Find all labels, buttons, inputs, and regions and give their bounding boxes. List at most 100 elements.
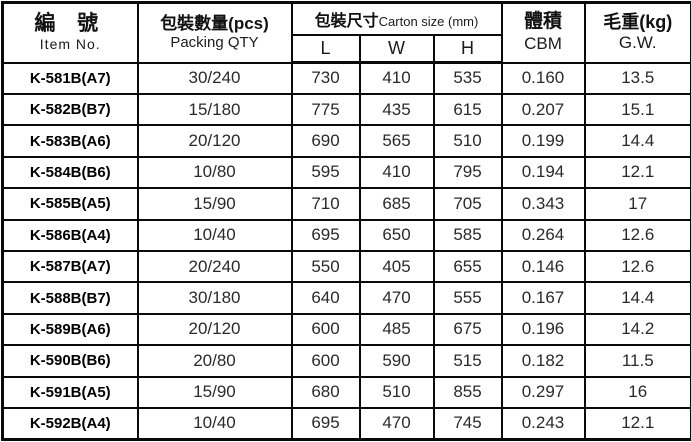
header-col-l: L xyxy=(290,33,361,64)
width-cell: 510 xyxy=(358,375,435,409)
header-gw: 毛重(kg) G.W. xyxy=(583,1,691,64)
table-row: K-591B(A5) 15/90 680 510 855 0.297 16 xyxy=(1,375,691,409)
length-cell: 640 xyxy=(290,281,361,315)
header-carton-size: 包裝尺寸Carton size (mm) xyxy=(290,1,503,36)
header-cbm-en: CBM xyxy=(524,33,562,53)
cbm-cell: 0.199 xyxy=(500,124,586,158)
packing-qty-cell: 15/90 xyxy=(136,375,293,409)
gw-cell: 12.1 xyxy=(583,406,691,441)
table-row: K-590B(B6) 20/80 600 590 515 0.182 11.5 xyxy=(1,344,691,378)
gw-cell: 12.1 xyxy=(583,155,691,190)
height-cell: 515 xyxy=(432,344,503,378)
cbm-cell: 0.160 xyxy=(500,61,586,95)
item-no-cell: K-583B(A6) xyxy=(1,124,139,158)
item-no-cell: K-581B(A7) xyxy=(1,61,139,95)
table-row: K-584B(B6) 10/80 595 410 795 0.194 12.1 xyxy=(1,155,691,190)
table-row: K-581B(A7) 30/240 730 410 535 0.160 13.5 xyxy=(1,61,691,95)
width-cell: 565 xyxy=(358,124,435,158)
width-cell: 685 xyxy=(358,187,435,221)
length-cell: 690 xyxy=(290,124,361,158)
header-col-h: H xyxy=(432,33,503,64)
height-cell: 795 xyxy=(432,155,503,190)
cbm-cell: 0.146 xyxy=(500,249,586,284)
table-row: K-589B(A6) 20/120 600 485 675 0.196 14.2 xyxy=(1,312,691,347)
header-col-w: W xyxy=(358,33,435,64)
width-cell: 485 xyxy=(358,312,435,347)
gw-cell: 14.4 xyxy=(583,281,691,315)
width-cell: 405 xyxy=(358,249,435,284)
width-cell: 435 xyxy=(358,92,435,127)
packing-qty-cell: 10/40 xyxy=(136,406,293,441)
cbm-cell: 0.182 xyxy=(500,344,586,378)
length-cell: 775 xyxy=(290,92,361,127)
header-item-no-zh: 編 號 xyxy=(34,12,107,36)
table-row: K-586B(A4) 10/40 695 650 585 0.264 12.6 xyxy=(1,218,691,252)
header-cbm: 體積 CBM xyxy=(500,1,586,64)
item-no-cell: K-592B(A4) xyxy=(1,406,139,441)
packing-qty-cell: 15/180 xyxy=(136,92,293,127)
item-no-cell: K-589B(A6) xyxy=(1,312,139,347)
header-item-no: 編 號 Item No. xyxy=(1,1,139,64)
height-cell: 615 xyxy=(432,92,503,127)
table-row: K-587B(A7) 20/240 550 405 655 0.146 12.6 xyxy=(1,249,691,284)
item-no-cell: K-588B(B7) xyxy=(1,281,139,315)
height-cell: 675 xyxy=(432,312,503,347)
header-packing-qty-zh: 包裝數量(pcs) xyxy=(160,13,269,33)
gw-cell: 14.4 xyxy=(583,124,691,158)
height-cell: 535 xyxy=(432,61,503,95)
length-cell: 710 xyxy=(290,187,361,221)
packing-qty-cell: 20/80 xyxy=(136,344,293,378)
cbm-cell: 0.264 xyxy=(500,218,586,252)
table-row: K-588B(B7) 30/180 640 470 555 0.167 14.4 xyxy=(1,281,691,315)
height-cell: 655 xyxy=(432,249,503,284)
packing-qty-cell: 20/120 xyxy=(136,312,293,347)
item-no-cell: K-582B(B7) xyxy=(1,92,139,127)
header-packing-qty-en: Packing QTY xyxy=(170,33,259,51)
width-cell: 470 xyxy=(358,281,435,315)
gw-cell: 17 xyxy=(583,187,691,221)
packing-qty-cell: 30/240 xyxy=(136,61,293,95)
cbm-cell: 0.207 xyxy=(500,92,586,127)
width-cell: 410 xyxy=(358,155,435,190)
length-cell: 695 xyxy=(290,406,361,441)
gw-cell: 11.5 xyxy=(583,344,691,378)
gw-cell: 15.1 xyxy=(583,92,691,127)
height-cell: 555 xyxy=(432,281,503,315)
header-gw-zh: 毛重(kg) xyxy=(603,11,673,32)
header-carton-size-zh: 包裝尺寸 xyxy=(314,12,379,30)
width-cell: 650 xyxy=(358,218,435,252)
header-cbm-zh: 體積 xyxy=(523,11,562,33)
length-cell: 600 xyxy=(290,344,361,378)
table-row: K-582B(B7) 15/180 775 435 615 0.207 15.1 xyxy=(1,92,691,127)
length-cell: 600 xyxy=(290,312,361,347)
header-item-no-en: Item No. xyxy=(39,36,101,53)
header-packing-qty: 包裝數量(pcs) Packing QTY xyxy=(136,1,293,64)
header-carton-size-en: Carton size (mm) xyxy=(378,13,479,29)
item-no-cell: K-590B(B6) xyxy=(1,344,139,378)
packing-qty-cell: 10/80 xyxy=(136,155,293,190)
cbm-cell: 0.167 xyxy=(500,281,586,315)
length-cell: 730 xyxy=(290,61,361,95)
cbm-cell: 0.196 xyxy=(500,312,586,347)
gw-cell: 12.6 xyxy=(583,218,691,252)
length-cell: 595 xyxy=(290,155,361,190)
length-cell: 550 xyxy=(290,249,361,284)
height-cell: 705 xyxy=(432,187,503,221)
cbm-cell: 0.297 xyxy=(500,375,586,409)
table-row: K-583B(A6) 20/120 690 565 510 0.199 14.4 xyxy=(1,124,691,158)
packing-qty-cell: 30/180 xyxy=(136,281,293,315)
gw-cell: 14.2 xyxy=(583,312,691,347)
width-cell: 590 xyxy=(358,344,435,378)
item-no-cell: K-586B(A4) xyxy=(1,218,139,252)
packing-qty-cell: 10/40 xyxy=(136,218,293,252)
height-cell: 510 xyxy=(432,124,503,158)
item-no-cell: K-585B(A5) xyxy=(1,187,139,221)
item-no-cell: K-587B(A7) xyxy=(1,249,139,284)
gw-cell: 13.5 xyxy=(583,61,691,95)
length-cell: 680 xyxy=(290,375,361,409)
gw-cell: 16 xyxy=(583,375,691,409)
header-gw-en: G.W. xyxy=(618,33,657,53)
length-cell: 695 xyxy=(290,218,361,252)
packing-qty-cell: 20/240 xyxy=(136,249,293,284)
